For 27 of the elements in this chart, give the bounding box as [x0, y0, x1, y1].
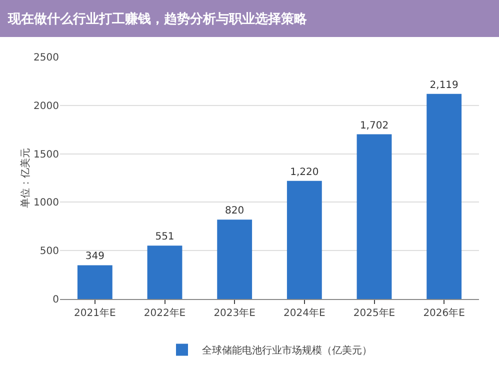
y-axis-title: 单位：亿美元: [20, 148, 32, 208]
x-tick-label: 2025年E: [353, 307, 396, 319]
y-tick-label: 1500: [34, 149, 59, 160]
bar: [77, 265, 112, 299]
data-label: 349: [85, 251, 104, 262]
data-label: 2,119: [430, 80, 458, 91]
y-tick-label: 0: [52, 294, 59, 306]
bar: [286, 180, 322, 299]
bar: [147, 246, 182, 299]
bar: [426, 94, 462, 299]
legend-label: 全球储能电池行业市场规模（亿美元）: [202, 344, 372, 357]
data-label: 1,220: [290, 166, 319, 178]
bar: [356, 134, 392, 299]
bar: [217, 220, 252, 299]
x-tick-label: 2022年E: [144, 307, 186, 319]
x-tick-label: 2024年E: [284, 307, 326, 319]
x-tick-label: 2021年E: [74, 307, 116, 319]
y-tick-label: 2000: [34, 100, 59, 112]
y-tick-label: 2500: [34, 52, 59, 64]
y-tick-label: 1000: [34, 198, 59, 209]
y-tick-label: 500: [40, 246, 59, 258]
x-tick-label: 2023年E: [214, 307, 256, 319]
data-label: 820: [225, 206, 244, 217]
x-tick-label: 2026年E: [423, 307, 465, 319]
data-label: 551: [155, 232, 174, 243]
data-label: 1,702: [360, 120, 389, 132]
chart-title: 现在做什么行业打工赚钱，趋势分析与职业选择策略: [0, 0, 499, 37]
